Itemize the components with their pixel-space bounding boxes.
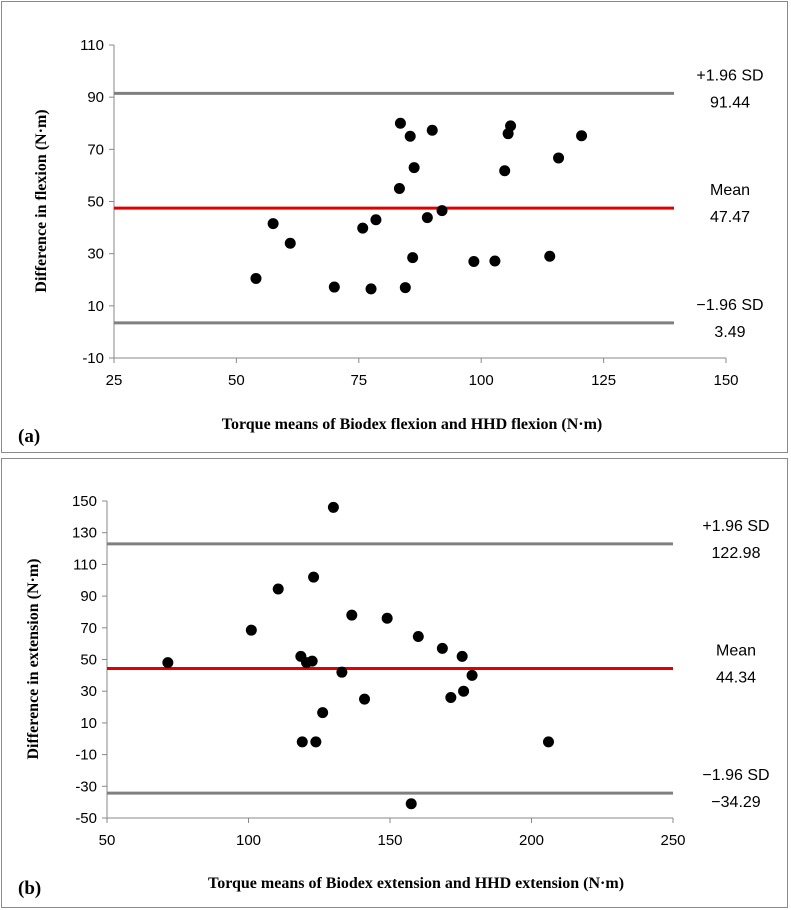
x-tick-label: 150 [713,372,738,389]
panel-label: (b) [18,878,41,899]
x-tick-label: 100 [469,372,494,389]
data-point [576,130,588,142]
data-point [436,205,448,217]
y-tick-label: -50 [75,810,97,827]
data-point [468,255,480,267]
y-axis-title: Difference in flexion (N·m) [33,109,50,292]
data-point [308,571,320,583]
y-tick-label: 110 [73,556,97,573]
data-point [404,130,416,142]
data-point [426,124,438,136]
x-tick-label: 250 [660,832,685,849]
reference-label-lower: −1.96 SD [702,767,769,784]
data-point [489,255,501,267]
reference-value-lower: −34.29 [711,794,760,811]
reference-value-upper: 91.44 [710,94,750,111]
data-point [407,252,419,264]
data-point [412,631,424,643]
y-tick-label: 10 [87,298,104,315]
data-point [456,650,468,662]
data-point [458,685,470,697]
data-point [370,214,382,226]
x-tick-label: 50 [228,372,245,389]
x-tick-label: 100 [236,832,261,849]
data-point [346,609,358,621]
data-point [499,165,511,177]
reference-label-upper: +1.96 SD [702,518,769,535]
data-point [306,655,318,667]
x-tick-label: 75 [350,372,367,389]
y-tick-label: 50 [87,194,104,211]
data-point [381,612,393,624]
data-point [544,250,556,262]
chart-a-svg: -10 10 30 50 70 90 110 25 50 75 100 125 150 +1.96 S… [18,37,764,447]
chart-b-svg: -50 -30 -10 10 30 50 70 90 110 130 150 50 100 150 200… [18,493,770,899]
reference-label-mean: Mean [710,182,750,199]
data-point [327,501,339,513]
data-point [328,281,340,293]
y-tick-label: 90 [80,588,97,605]
data-point [445,692,457,704]
data-point [365,283,377,295]
reference-label-mean: Mean [716,642,756,659]
data-point [408,162,420,174]
reference-value-mean: 44.34 [716,669,756,686]
chart-panel-a: -10 10 30 50 70 90 110 25 50 75 100 125 150 +1.96 S… [1,1,788,453]
data-point [357,222,369,234]
data-point [505,120,517,132]
data-point [310,736,322,748]
y-tick-label: 50 [80,652,97,669]
data-point [359,693,371,705]
data-point [284,237,296,249]
data-point [267,218,279,230]
data-point [162,657,174,669]
reference-value-mean: 47.47 [710,209,750,226]
data-point [399,282,411,294]
reference-value-lower: 3.49 [714,324,745,341]
y-tick-label: 30 [87,246,104,263]
data-point [336,666,348,678]
y-axis-title: Difference in extension (N·m) [25,559,42,760]
data-point [272,583,284,595]
y-tick-label: 150 [72,493,97,510]
y-tick-label: 30 [80,683,97,700]
chart-panel-b: -50 -30 -10 10 30 50 70 90 110 130 150 50 100 150 200… [1,458,788,908]
data-point [421,212,433,224]
x-tick-label: 125 [591,372,616,389]
y-tick-label: 70 [80,620,97,637]
y-tick-label: 130 [72,525,97,542]
y-tick-label: 70 [87,141,104,158]
data-point [542,736,554,748]
data-point [250,272,262,284]
y-tick-label: -10 [75,747,97,764]
data-point [405,798,417,810]
data-point [393,182,405,194]
x-tick-label: 25 [106,372,123,389]
y-tick-label: -10 [82,350,104,367]
data-point [553,152,565,164]
x-tick-label: 150 [377,832,402,849]
y-tick-label: 110 [80,37,104,54]
reference-label-upper: +1.96 SD [696,67,763,84]
data-point [394,117,406,129]
x-axis-title: Torque means of Biodex flexion and HHD f… [222,416,602,433]
x-tick-label: 200 [519,832,544,849]
data-point [436,642,448,654]
data-point [317,707,329,719]
data-point [466,669,478,681]
x-tick-label: 50 [99,832,116,849]
data-point [245,624,257,636]
reference-label-lower: −1.96 SD [696,297,763,314]
y-tick-label: -30 [75,778,97,795]
data-point [296,736,308,748]
y-tick-label: 10 [80,715,97,732]
y-tick-label: 90 [87,89,104,106]
x-axis-title: Torque means of Biodex extension and HHD… [208,875,624,892]
panel-label: (a) [18,426,40,447]
reference-value-upper: 122.98 [712,545,761,562]
